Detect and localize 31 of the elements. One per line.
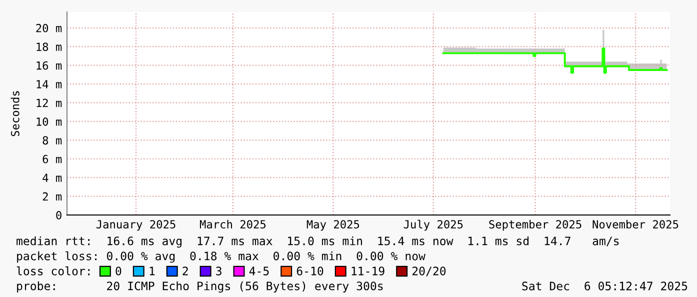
legend-label: 3: [216, 266, 222, 276]
legend-label: 6-10: [296, 266, 324, 276]
y-tick-label: 20 m: [36, 24, 62, 32]
y-tick-label: 0: [56, 211, 62, 220]
y-tick-label: 10 m: [36, 117, 62, 126]
x-tick-label: July 2025: [404, 220, 463, 231]
y-tick-label: 16 m: [36, 61, 62, 70]
y-tick-label: 2 m: [42, 192, 62, 201]
legend-label: 2: [182, 266, 188, 276]
y-tick-label: 18 m: [36, 42, 62, 52]
y-tick-label: 12 m: [36, 98, 62, 107]
x-tick-label: March 2025: [200, 220, 266, 229]
y-tick-label: 4 m: [42, 174, 62, 182]
y-axis-title: Seconds: [10, 91, 20, 136]
y-tick-label: 6 m: [42, 154, 62, 164]
legend-label: 1: [150, 266, 155, 276]
y-tick-label: 14 m: [36, 80, 62, 88]
x-tick-label: November 2025: [592, 220, 678, 229]
x-tick-label: May 2025: [306, 220, 360, 231]
text: probe: 20 ICMP Echo Pings (56 Bytes) every 300s: [17, 281, 383, 293]
legend-label: 11-19: [352, 266, 384, 276]
y-tick-label: 8 m: [42, 136, 62, 145]
text: loss color:: [16, 266, 90, 276]
legend-label: 4-5: [249, 266, 269, 276]
x-tick-label: January 2025: [96, 220, 176, 231]
text: packet loss: 0.00 % avg 0.18 % max 0.00 % min 0.00 % now: [17, 251, 426, 263]
text: median rtt: 16.6 ms avg 17.7 ms max 15.0 ms min 15.4 ms now 1.1 ms sd 14.7 am/s: [16, 236, 619, 248]
legend-label: 20/20: [412, 266, 446, 276]
legend-label: 0: [116, 266, 122, 276]
text: Sat Dec 6 05:12:47 2025: [522, 282, 688, 290]
x-tick-label: September 2025: [489, 220, 582, 231]
